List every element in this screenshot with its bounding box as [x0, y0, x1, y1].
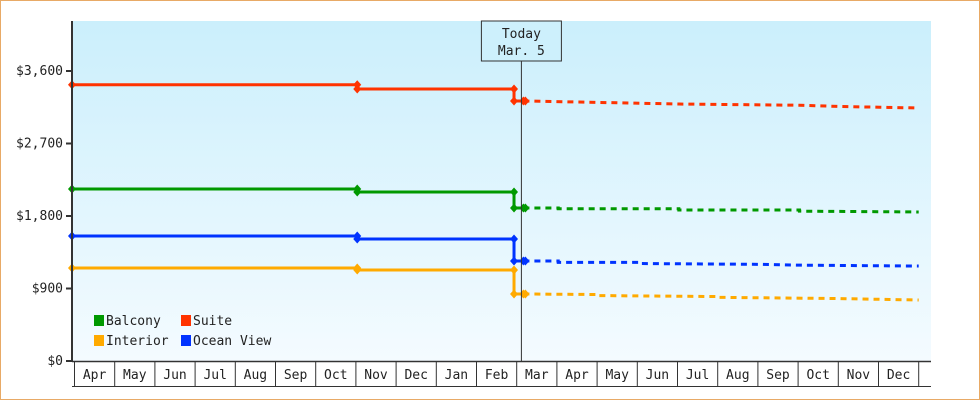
x-tick-label: Jul	[203, 368, 226, 383]
y-tick-label: $3,600	[16, 64, 63, 79]
data-point-marker	[353, 187, 362, 197]
x-tick-label: May	[605, 368, 629, 383]
x-tick-label: May	[123, 368, 147, 383]
x-tick-label: Dec	[887, 368, 910, 383]
legend-swatch	[94, 315, 104, 326]
y-tick-label: $1,800	[16, 209, 63, 224]
forecast-line	[523, 206, 919, 214]
x-tick-label: Mar	[525, 368, 549, 383]
legend-label: Suite	[193, 314, 232, 329]
data-point-marker	[521, 203, 530, 213]
data-point-marker	[510, 203, 519, 213]
legend-swatch	[181, 335, 191, 346]
x-tick-label: Oct	[324, 368, 347, 383]
data-point-marker	[521, 256, 530, 266]
x-tick-label: Jun	[646, 368, 669, 383]
forecast-line	[523, 259, 919, 268]
series-ocean-view	[68, 231, 919, 268]
x-tick-label: Oct	[806, 368, 829, 383]
data-point-marker	[521, 289, 530, 299]
data-point-marker	[353, 84, 362, 94]
data-point-marker	[510, 187, 519, 197]
y-tick-label: $900	[32, 282, 63, 297]
y-tick-label: $2,700	[16, 137, 63, 152]
x-tick-label: Dec	[404, 368, 427, 383]
today-date: Mar. 5	[498, 44, 545, 59]
y-tick-label: $0	[47, 354, 63, 369]
x-tick-label: Jul	[686, 368, 709, 383]
x-tick-label: Jan	[445, 368, 468, 383]
data-point-marker	[510, 234, 519, 244]
data-point-marker	[510, 96, 519, 106]
legend-swatch	[94, 335, 104, 346]
data-point-marker	[510, 256, 519, 266]
x-tick-label: Apr	[565, 368, 589, 383]
x-tick-label: Feb	[485, 368, 509, 383]
x-tick-label: Jun	[163, 368, 186, 383]
x-tick-label: Sep	[284, 368, 308, 383]
legend-label: Balcony	[106, 314, 161, 329]
x-tick-label: Aug	[244, 368, 267, 383]
today-label-box	[480, 20, 562, 62]
data-point-marker	[353, 265, 362, 275]
x-tick-label: Apr	[83, 368, 107, 383]
today-label: Today	[502, 27, 541, 42]
data-point-marker	[521, 96, 530, 106]
series-interior	[68, 263, 919, 302]
legend-label: Ocean View	[193, 334, 271, 349]
x-tick-label: Aug	[726, 368, 749, 383]
data-point-marker	[353, 234, 362, 244]
forecast-line	[523, 99, 919, 110]
x-tick-label: Nov	[364, 368, 388, 383]
x-tick-label: Nov	[847, 368, 871, 383]
data-point-marker	[510, 84, 519, 94]
legend-swatch	[181, 315, 191, 326]
data-point-marker	[510, 289, 519, 299]
x-tick-label: Sep	[766, 368, 790, 383]
legend-label: Interior	[106, 334, 169, 349]
data-point-marker	[510, 265, 519, 275]
